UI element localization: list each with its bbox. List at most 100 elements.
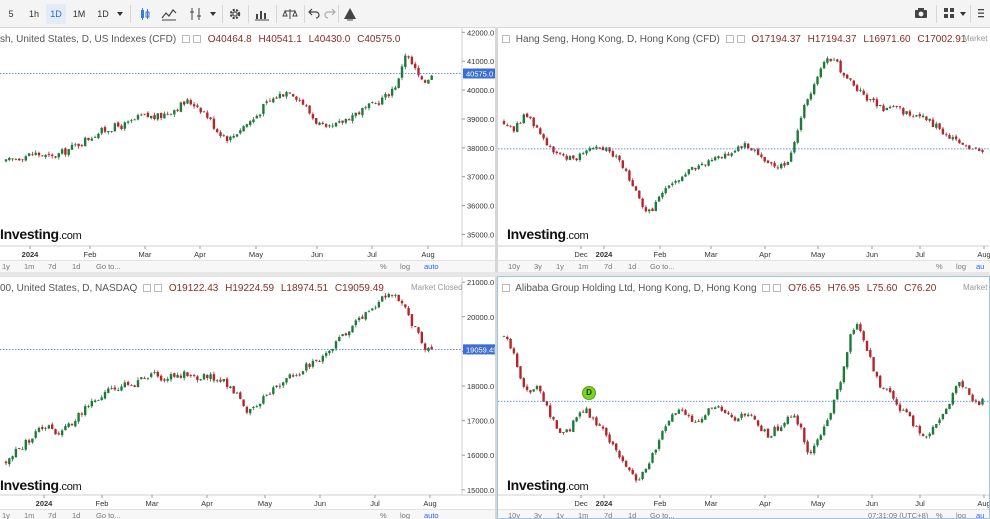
interval-1m-button[interactable]: 1M [72, 9, 86, 19]
hangseng-remove-icon[interactable] [736, 35, 745, 43]
price-tick-label: 17000.0 [467, 417, 494, 426]
dividend-marker-icon[interactable]: D [582, 386, 596, 400]
range-option-1y[interactable]: 1y [556, 511, 564, 519]
interval-5-button[interactable]: 5 [8, 9, 14, 19]
range-option-3y[interactable]: 3y [534, 511, 542, 519]
candle [618, 449, 621, 459]
range-option-log[interactable]: log [400, 262, 411, 271]
chart-pane-alibaba[interactable]: Dec 2024 Feb Mar Apr May Jun Jul Aug Alibaba Gro… [498, 277, 990, 509]
templates-icon[interactable] [252, 4, 272, 24]
candle [780, 425, 783, 432]
candle [615, 442, 618, 453]
range-option-1y[interactable]: 1y [556, 262, 564, 271]
investing-logo: Investing.com [0, 477, 82, 493]
range-option-[interactable]: % [380, 262, 387, 271]
dow-collapse-icon[interactable] [181, 35, 190, 43]
candle [288, 92, 291, 94]
range-option-log[interactable]: log [956, 262, 967, 271]
candle [192, 373, 196, 378]
range-option-1m[interactable]: 1m [24, 262, 35, 271]
candle [730, 152, 733, 158]
range-option-1d[interactable]: 1d [72, 262, 81, 271]
settings-gear-icon[interactable] [226, 4, 244, 24]
nasdaq-candle-chart[interactable]: 21000.020000.019000.018000.017000.016000… [0, 277, 495, 509]
alibaba-remove-icon[interactable] [773, 284, 782, 292]
candle [677, 408, 681, 414]
undo-icon[interactable] [306, 4, 322, 24]
chart-pane-hangseng[interactable]: Dec 2024 Feb Mar Apr May Jun Jul Aug Hang Seng, … [498, 28, 990, 272]
interval-dropdown-button[interactable]: 1D [97, 9, 109, 19]
range-option-7d[interactable]: 7d [604, 262, 613, 271]
hangseng-candle-chart[interactable]: Dec 2024 Feb Mar Apr May Jun Jul Aug [498, 28, 990, 272]
interval-1d-button[interactable]: 1D [46, 4, 66, 24]
interval-1h-button[interactable]: 1h [28, 9, 39, 19]
chart-pane-nasdaq[interactable]: 21000.020000.019000.018000.017000.016000… [0, 277, 495, 509]
range-option-goto[interactable]: Go to... [650, 511, 675, 519]
range-option-1m[interactable]: 1m [578, 262, 589, 271]
interval-chevron-down-icon[interactable] [114, 4, 126, 24]
scale-balance-icon[interactable] [280, 4, 300, 24]
layout-grid-icon[interactable] [940, 4, 958, 24]
alert-icon[interactable] [341, 4, 359, 24]
candle [935, 423, 938, 429]
alibaba-settings-icon[interactable] [762, 284, 771, 292]
hangseng-collapse-icon[interactable] [502, 35, 510, 43]
candle [756, 147, 760, 156]
candle [601, 145, 605, 151]
candle [394, 293, 397, 298]
alibaba-low: L75.60 [866, 283, 898, 294]
range-option-log[interactable]: log [400, 511, 411, 519]
dow-settings-icon[interactable] [192, 35, 201, 43]
range-option-7d[interactable]: 7d [604, 511, 613, 519]
candle [130, 384, 133, 387]
nasdaq-collapse-icon[interactable] [143, 284, 152, 292]
range-option-au[interactable]: au [976, 262, 985, 271]
range-option-log[interactable]: log [956, 511, 967, 519]
more-options-icon[interactable] [974, 4, 988, 24]
range-option-7d[interactable]: 7d [48, 262, 57, 271]
alibaba-candle-chart[interactable]: Dec 2024 Feb Mar Apr May Jun Jul Aug [498, 277, 990, 509]
candle [239, 128, 242, 135]
range-option-[interactable]: % [380, 511, 387, 519]
range-option-7d[interactable]: 7d [48, 511, 57, 519]
dow-candle-chart[interactable]: 42000.0 41000.0 40000.0 39000.0 38000.0 37000… [0, 28, 495, 272]
candle-style-icon[interactable] [136, 4, 154, 24]
range-option-goto[interactable]: Go to... [650, 262, 675, 271]
range-option-au[interactable]: au [976, 511, 985, 519]
range-option-10y[interactable]: 10y [508, 262, 521, 271]
compare-icon[interactable] [158, 4, 180, 24]
range-option-1d[interactable]: 1d [628, 511, 637, 519]
range-option-10y[interactable]: 10y [508, 511, 521, 519]
candle [516, 121, 519, 133]
range-option-1d[interactable]: 1d [72, 511, 81, 519]
nasdaq-settings-icon[interactable] [154, 284, 163, 292]
range-option-1y[interactable]: 1y [2, 511, 10, 519]
indicators-chevron-down-icon[interactable] [207, 4, 219, 24]
layout-chevron-down-icon[interactable] [958, 4, 968, 24]
range-option-[interactable]: % [936, 511, 943, 519]
alibaba-collapse-icon[interactable] [502, 284, 510, 292]
range-option-goto[interactable]: Go to... [96, 511, 121, 519]
indicators-icon[interactable] [186, 4, 206, 24]
redo-icon[interactable] [322, 4, 338, 24]
chart-pane-dow[interactable]: 42000.0 41000.0 40000.0 39000.0 38000.0 37000… [0, 28, 495, 272]
pane-splitter-horizontal[interactable] [0, 272, 990, 277]
range-option-auto[interactable]: auto [424, 511, 439, 519]
range-option-[interactable]: % [936, 262, 943, 271]
range-option-1m[interactable]: 1m [578, 511, 589, 519]
screenshot-camera-icon[interactable] [910, 4, 932, 24]
hangseng-settings-icon[interactable] [725, 35, 734, 43]
range-option-1m[interactable]: 1m [24, 511, 35, 519]
candle [268, 391, 272, 395]
candle [611, 149, 615, 158]
range-option-3y[interactable]: 3y [534, 262, 542, 271]
range-option-1y[interactable]: 1y [2, 262, 10, 271]
range-option-1d[interactable]: 1d [628, 262, 637, 271]
candle [113, 385, 117, 391]
candle [747, 412, 750, 418]
candle [252, 406, 255, 411]
range-option-goto[interactable]: Go to... [96, 262, 121, 271]
range-option-auto[interactable]: auto [424, 262, 439, 271]
candle [921, 113, 925, 119]
candle [97, 132, 100, 140]
